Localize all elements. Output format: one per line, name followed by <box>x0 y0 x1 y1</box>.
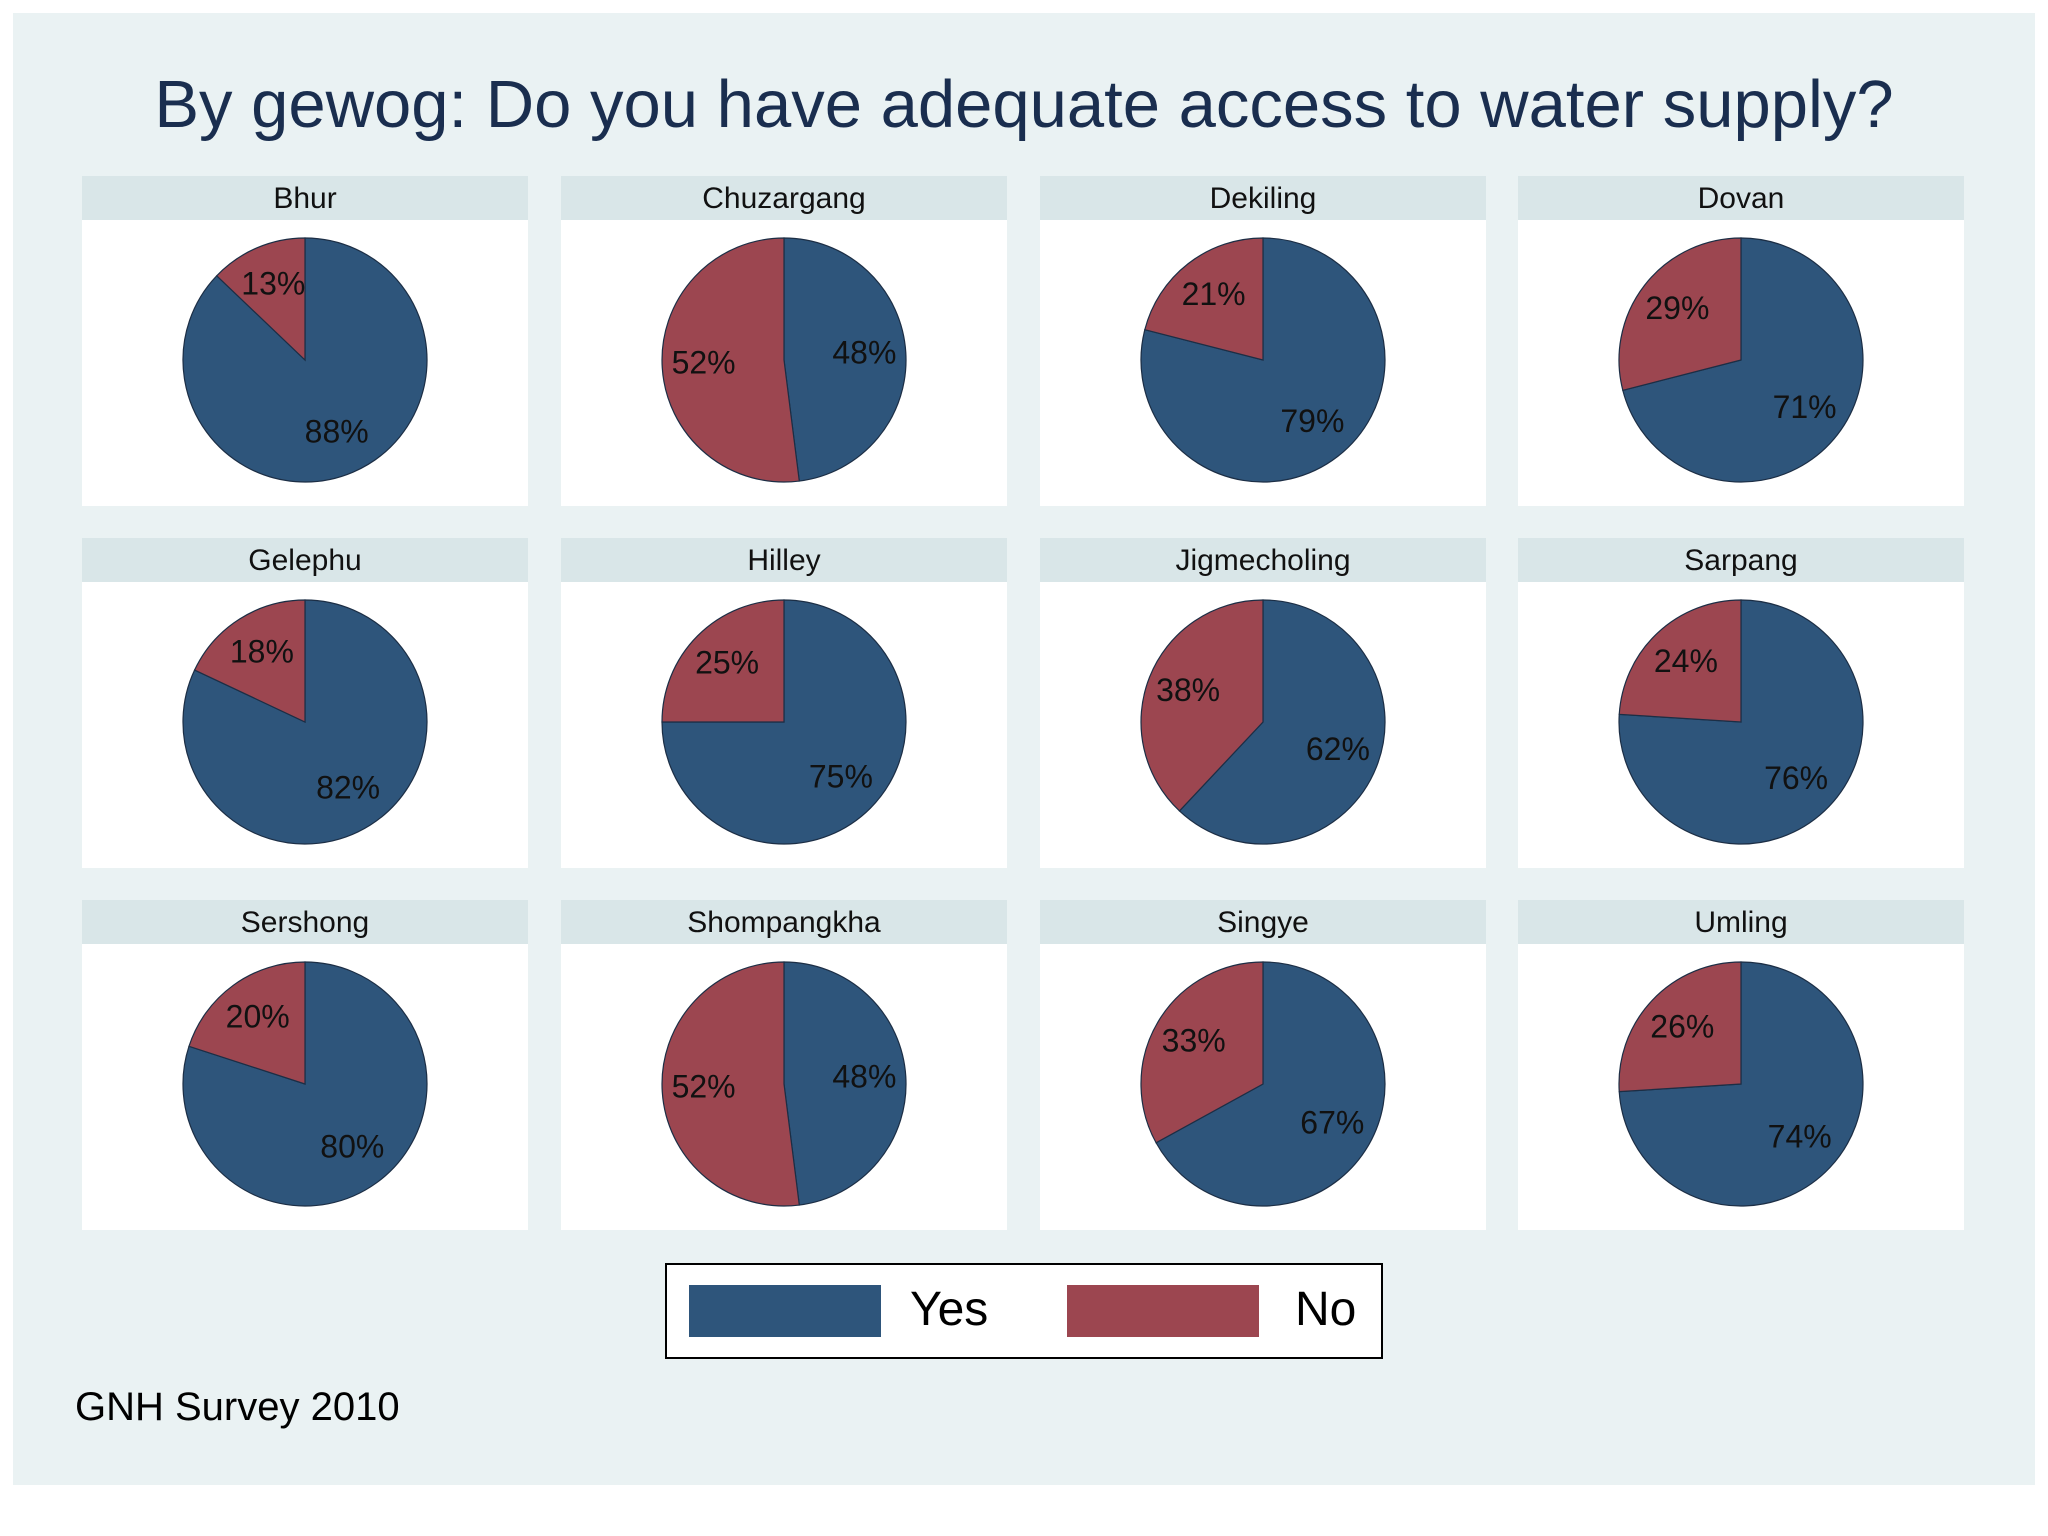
slice-yes <box>1622 237 1864 483</box>
slice-label-no: 21% <box>1182 276 1246 312</box>
pie-chuzargang: 48% 52% <box>661 237 907 483</box>
slice-label-no: 33% <box>1162 1022 1226 1058</box>
panel-title-shompangkha: Shompangkha <box>561 900 1007 944</box>
panel-title-sarpang: Sarpang <box>1518 538 1964 582</box>
slice-label-yes: 74% <box>1768 1119 1832 1155</box>
pie-panel-gelephu: Gelephu 82% 18% <box>82 538 528 868</box>
pie-umling: 74% 26% <box>1618 961 1864 1207</box>
slice-label-yes: 79% <box>1280 403 1344 439</box>
pie-singye: 67% 33% <box>1140 961 1386 1207</box>
panel-title-dekiling: Dekiling <box>1040 176 1486 220</box>
slice-no <box>661 599 785 723</box>
footnote: GNH Survey 2010 <box>75 1385 400 1429</box>
slice-label-no: 24% <box>1654 643 1718 679</box>
slice-no <box>188 961 306 1085</box>
pie-dekiling: 79% 21% <box>1140 237 1386 483</box>
panel-title-gelephu: Gelephu <box>82 538 528 582</box>
pie-jigmecholing: 62% 38% <box>1140 599 1386 845</box>
slice-no <box>1140 599 1264 812</box>
pie-panel-sarpang: Sarpang 76% 24% <box>1518 538 1964 868</box>
slice-label-yes: 76% <box>1764 760 1828 796</box>
slice-label-no: 52% <box>672 345 736 381</box>
slice-label-no: 26% <box>1650 1008 1714 1044</box>
slice-no <box>193 599 306 723</box>
slice-label-no: 25% <box>695 645 759 681</box>
pie-panel-shompangkha: Shompangkha 48% 52% <box>561 900 1007 1230</box>
panel-title-singye: Singye <box>1040 900 1486 944</box>
slice-label-no: 18% <box>230 633 294 669</box>
legend-label-no: No <box>1295 1283 1357 1336</box>
pie-panel-chuzargang: Chuzargang 48% 52% <box>561 176 1007 506</box>
slice-no <box>1618 237 1742 392</box>
pie-panel-singye: Singye 67% 33% <box>1040 900 1486 1230</box>
panel-title-umling: Umling <box>1518 900 1964 944</box>
pie-panel-jigmecholing: Jigmecholing 62% 38% <box>1040 538 1486 868</box>
pie-gelephu: 82% 18% <box>182 599 428 845</box>
pie-dovan: 71% 29% <box>1618 237 1864 483</box>
slice-label-no: 13% <box>241 265 305 301</box>
legend-swatch-yes <box>689 1285 881 1337</box>
slice-no <box>661 961 800 1207</box>
slice-label-no: 52% <box>672 1069 736 1105</box>
slice-yes <box>1178 599 1386 845</box>
slice-no <box>1140 961 1264 1144</box>
slice-label-yes: 62% <box>1306 731 1370 767</box>
pie-panel-dekiling: Dekiling 79% 21% <box>1040 176 1486 506</box>
panel-title-bhur: Bhur <box>82 176 528 220</box>
slice-label-yes: 80% <box>320 1129 384 1165</box>
slice-label-yes: 88% <box>305 413 369 449</box>
slice-yes <box>182 599 428 845</box>
pie-panel-hilley: Hilley 75% 25% <box>561 538 1007 868</box>
slice-no <box>215 237 306 362</box>
pie-panel-dovan: Dovan 71% 29% <box>1518 176 1964 506</box>
slice-label-yes: 75% <box>809 758 873 794</box>
legend-swatch-no <box>1067 1285 1259 1337</box>
slice-no <box>1618 961 1742 1093</box>
slice-no <box>661 237 800 483</box>
pie-sershong: 80% 20% <box>182 961 428 1207</box>
pie-bhur: 88% 13% <box>182 237 428 483</box>
chart-title: By gewog: Do you have adequate access to… <box>154 67 1894 142</box>
pie-sarpang: 76% 24% <box>1618 599 1864 845</box>
pie-panel-umling: Umling 74% 26% <box>1518 900 1964 1230</box>
legend: Yes No <box>665 1263 1383 1359</box>
slice-label-yes: 48% <box>832 1058 896 1094</box>
slice-label-no: 38% <box>1156 672 1220 708</box>
slice-yes <box>783 961 907 1206</box>
panel-title-dovan: Dovan <box>1518 176 1964 220</box>
slice-label-yes: 67% <box>1300 1104 1364 1140</box>
slice-label-yes: 71% <box>1773 389 1837 425</box>
panel-title-jigmecholing: Jigmecholing <box>1040 538 1486 582</box>
slice-label-yes: 48% <box>832 334 896 370</box>
slice-label-yes: 82% <box>316 769 380 805</box>
slice-no <box>1144 237 1264 361</box>
pie-panel-bhur: Bhur 88% 13% <box>82 176 528 506</box>
pie-panel-sershong: Sershong 80% 20% <box>82 900 528 1230</box>
legend-label-yes: Yes <box>910 1283 989 1336</box>
panel-title-hilley: Hilley <box>561 538 1007 582</box>
panel-title-sershong: Sershong <box>82 900 528 944</box>
pie-hilley: 75% 25% <box>661 599 907 845</box>
slice-label-no: 20% <box>226 998 290 1034</box>
chart-figure: By gewog: Do you have adequate access to… <box>13 13 2035 1485</box>
slice-yes <box>1155 961 1386 1207</box>
panel-title-chuzargang: Chuzargang <box>561 176 1007 220</box>
slice-label-no: 29% <box>1645 290 1709 326</box>
slice-yes <box>783 237 907 482</box>
pie-panels: Bhur 88% 13% Chuzargang 48% 52% Dekiling 79% 21%… <box>13 13 2035 1485</box>
slice-no <box>1618 599 1742 723</box>
pie-shompangkha: 48% 52% <box>661 961 907 1207</box>
